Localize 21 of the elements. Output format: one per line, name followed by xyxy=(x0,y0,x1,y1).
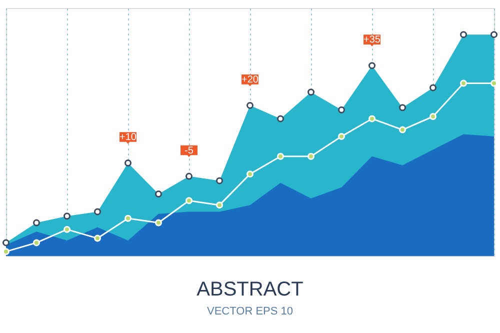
point xyxy=(124,214,132,222)
point xyxy=(246,170,254,178)
point xyxy=(94,234,101,242)
point xyxy=(399,126,406,134)
text: VECTOR EPS 10 xyxy=(207,305,293,318)
point xyxy=(33,239,40,246)
annotation: +20 xyxy=(242,74,259,86)
point xyxy=(430,113,436,120)
point xyxy=(155,219,162,226)
point xyxy=(308,152,314,160)
point xyxy=(64,226,70,233)
annotation: +10 xyxy=(120,132,137,143)
annotation: +35 xyxy=(364,34,381,46)
text: ABSTRACT xyxy=(196,278,304,300)
point xyxy=(368,115,376,122)
point xyxy=(338,132,345,140)
point xyxy=(216,202,223,209)
point xyxy=(277,152,284,160)
point xyxy=(186,197,192,204)
point xyxy=(460,80,467,87)
annotation: -5 xyxy=(184,145,194,156)
